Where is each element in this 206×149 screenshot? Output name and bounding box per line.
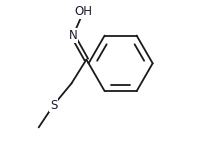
- Text: OH: OH: [74, 5, 92, 18]
- Text: S: S: [50, 98, 57, 112]
- Text: N: N: [68, 29, 77, 42]
